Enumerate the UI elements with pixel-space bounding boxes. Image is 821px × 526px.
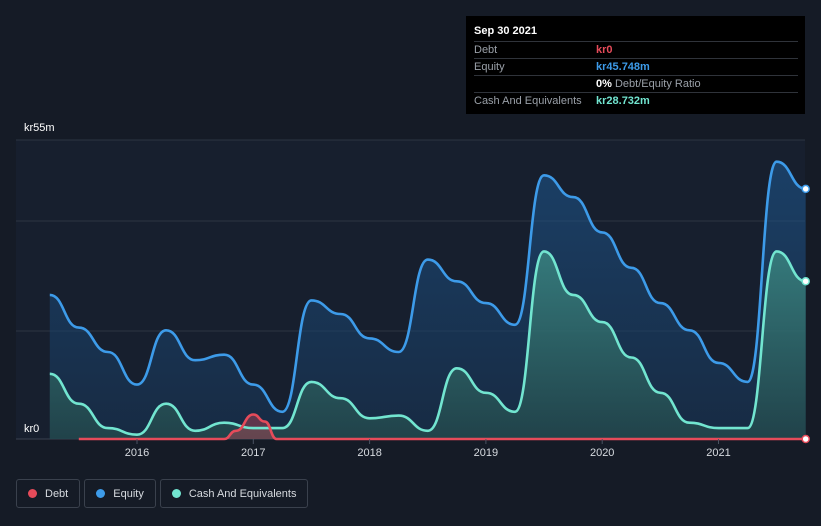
x-tick-label: 2019 [474, 447, 498, 459]
tooltip-row-cash: Cash And Equivalents kr28.732m [474, 93, 798, 109]
legend-cash-label: Cash And Equivalents [188, 487, 297, 500]
y-axis-bottom-label: kr0 [24, 423, 39, 435]
tooltip: Sep 30 2021 Debt kr0 Equity kr45.748m 0%… [466, 16, 805, 114]
legend-debt-label: Debt [45, 487, 69, 500]
tooltip-debt-value: kr0 [596, 44, 613, 56]
equity-line [49, 160, 806, 414]
legend-cash-dot-icon [171, 489, 181, 498]
end-markers [801, 184, 810, 444]
legend: Debt Equity Cash And Equivalents [16, 479, 312, 508]
tooltip-cash-value: kr28.732m [596, 95, 650, 107]
legend-item-debt[interactable]: Debt [16, 479, 81, 508]
legend-item-equity[interactable]: Equity [84, 479, 156, 508]
x-tick-label: 2016 [125, 447, 149, 459]
cash-and-equivalents-line [49, 250, 806, 436]
tooltip-equity-label: Equity [474, 61, 505, 73]
equity-end-marker[interactable] [801, 184, 810, 194]
tooltip-ratio-label: Debt/Equity Ratio [614, 78, 701, 90]
x-tick-label: 2020 [590, 447, 614, 459]
tooltip-row-ratio: 0% Debt/Equity Ratio [474, 76, 798, 93]
debt-line [78, 413, 806, 441]
x-tick-label: 2017 [241, 447, 265, 459]
cash-and-equivalents-end-marker[interactable] [801, 277, 810, 286]
legend-item-cash[interactable]: Cash And Equivalents [159, 479, 309, 508]
tooltip-equity-value: kr45.748m [596, 61, 650, 73]
tooltip-ratio: 0% Debt/Equity Ratio [596, 76, 701, 92]
legend-equity-label: Equity [113, 487, 144, 500]
tooltip-date: Sep 30 2021 [474, 23, 798, 42]
cash-and-equivalents-area [49, 251, 806, 439]
tooltip-row-equity: Equity kr45.748m [474, 59, 798, 76]
lines [49, 160, 806, 441]
tooltip-debt-label: Debt [474, 44, 498, 56]
tooltip-row-debt: Debt kr0 [474, 42, 798, 59]
x-tick-label: 2021 [706, 447, 730, 459]
legend-equity-dot-icon [96, 489, 106, 498]
legend-debt-dot-icon [28, 489, 37, 498]
tooltip-cash-label: Cash And Equivalents [474, 95, 582, 107]
debt-end-marker[interactable] [801, 434, 810, 444]
x-axis: 2016 2017 2018 2019 2020 2021 [125, 439, 731, 459]
y-axis-top-label: kr55m [24, 122, 55, 134]
x-tick-label: 2018 [357, 447, 381, 459]
tooltip-ratio-value: 0% [596, 78, 612, 90]
